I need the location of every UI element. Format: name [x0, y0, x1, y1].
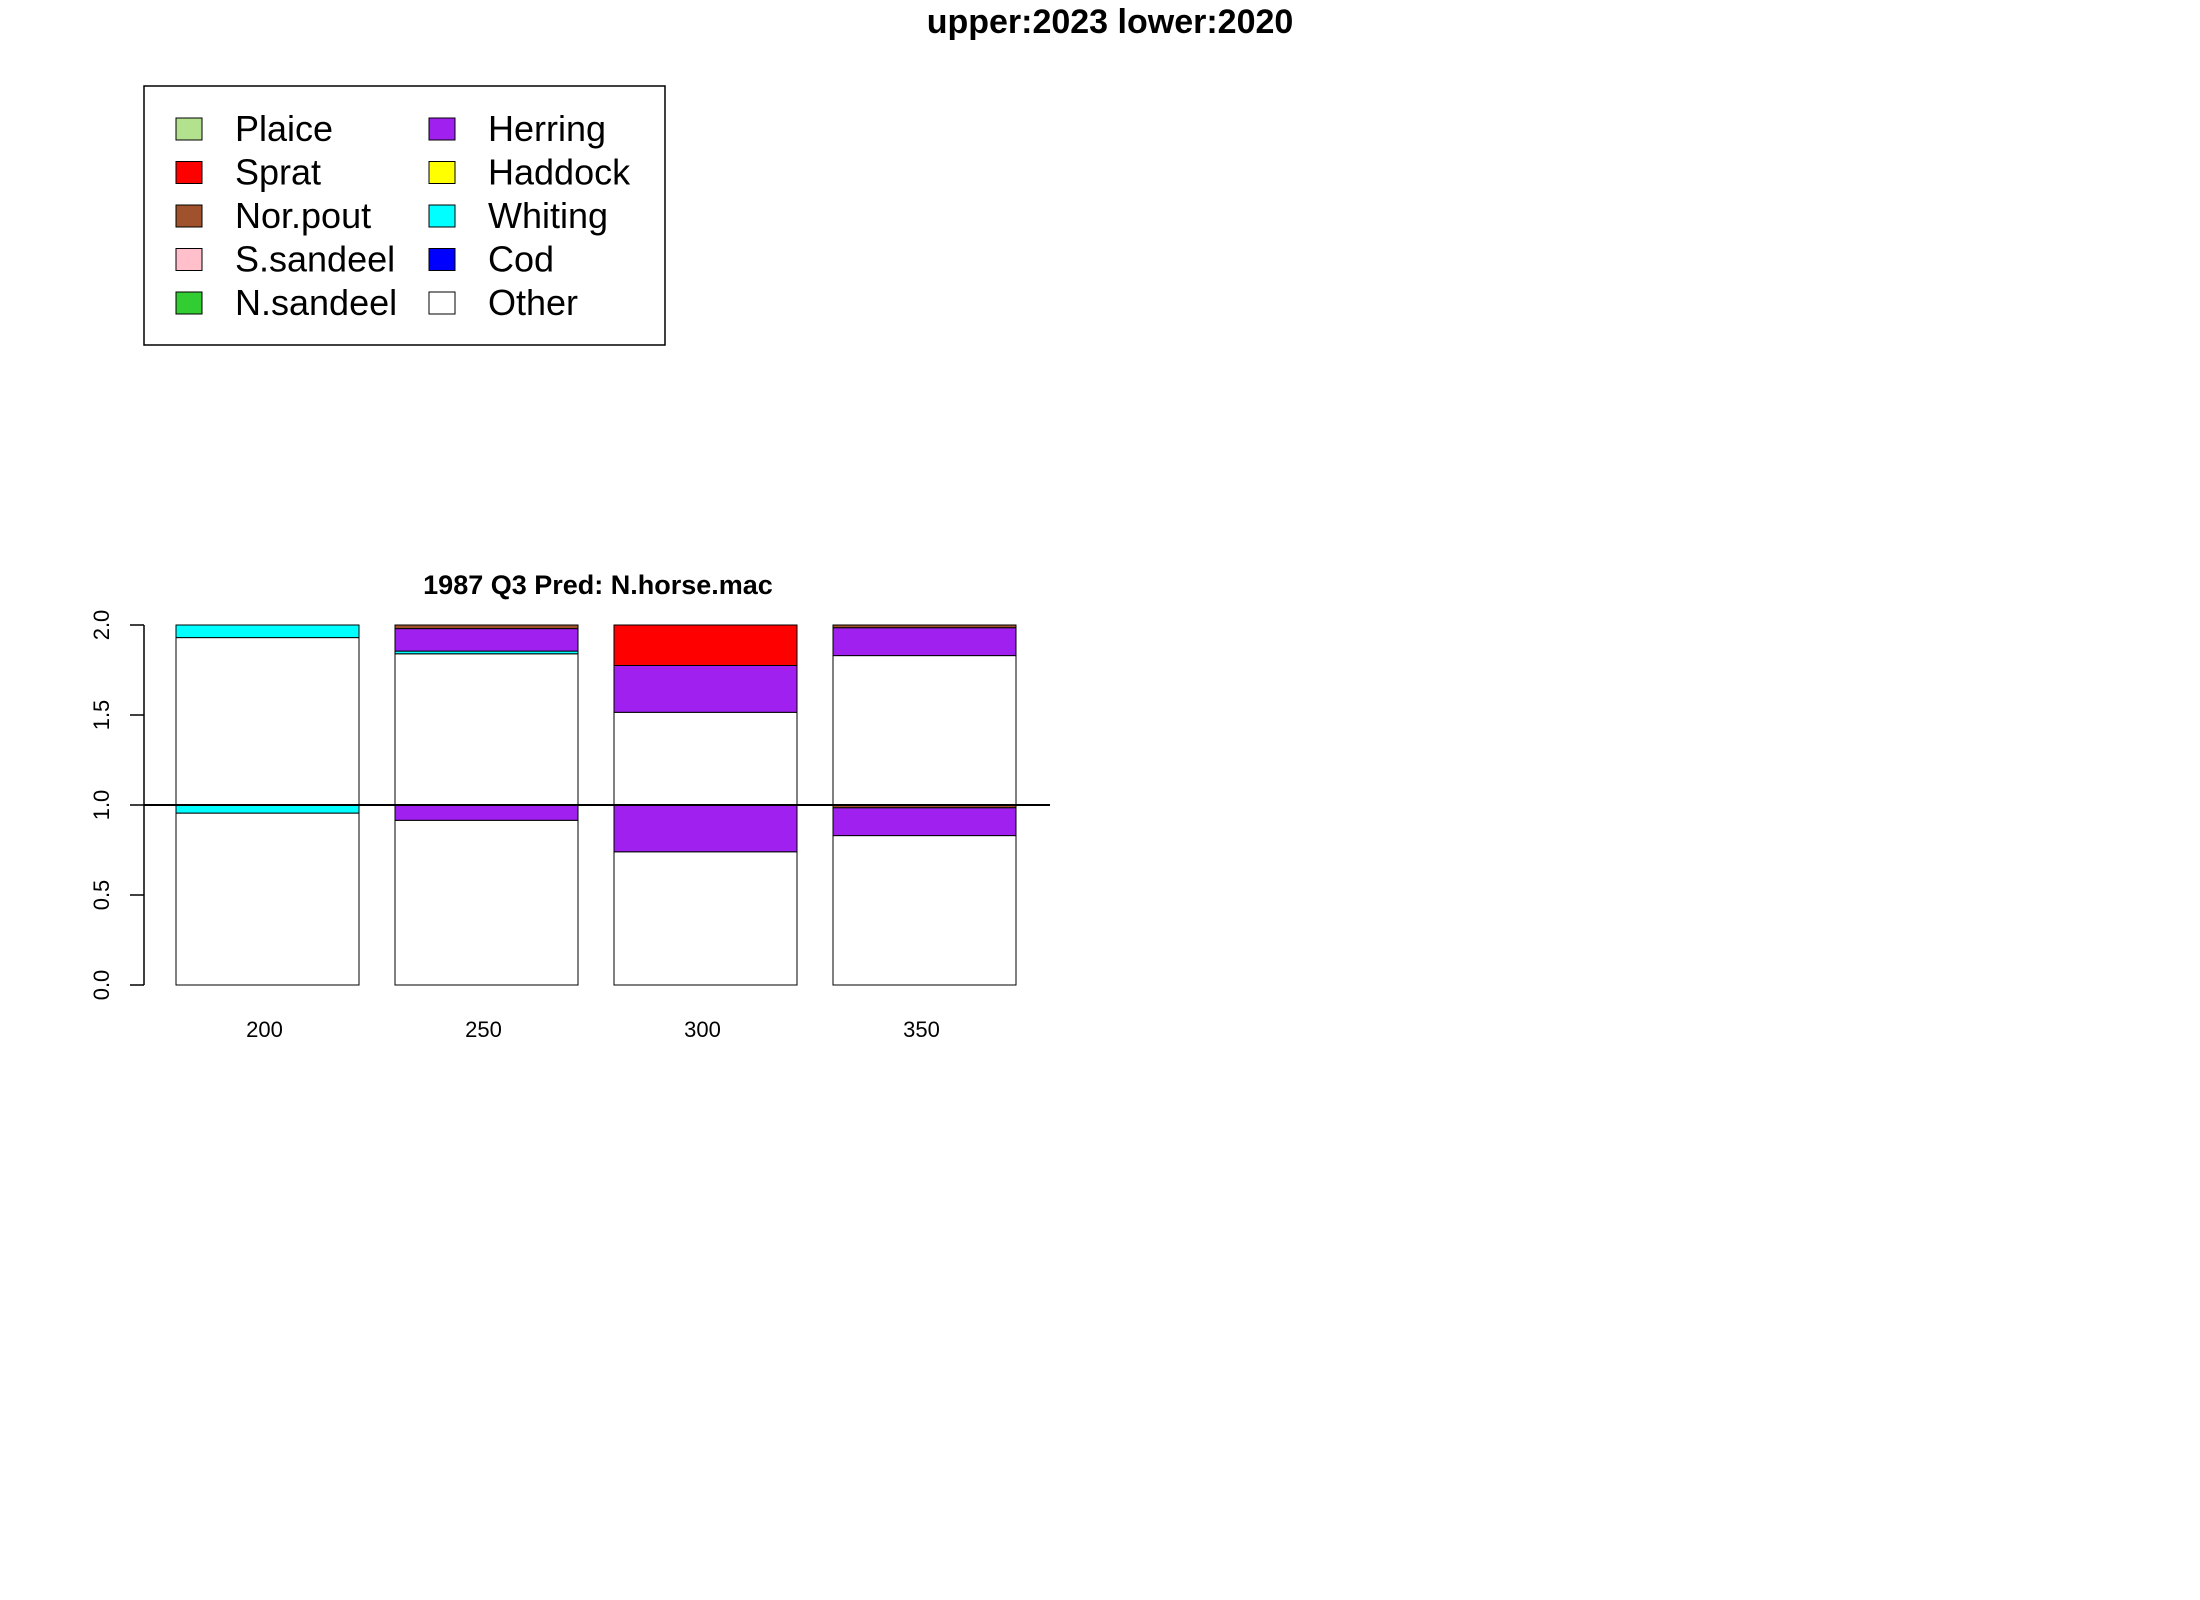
legend-label: Whiting	[488, 195, 608, 236]
legend-item-plaice: Plaice	[175, 108, 333, 149]
legend-swatch	[428, 161, 456, 184]
bar-segment-upper-250-herring	[394, 628, 579, 652]
legend-item-sprat: Sprat	[175, 152, 321, 193]
bars	[175, 624, 1017, 986]
legend-swatch	[175, 161, 203, 184]
bar-segment-upper-350-nor-pout	[832, 624, 1017, 629]
bar-segment-upper-200-other	[175, 637, 360, 806]
legend-label: Cod	[488, 239, 554, 280]
bar-segment-lower-250-other	[394, 819, 579, 986]
legend-label: Plaice	[235, 108, 333, 149]
x-tick-label: 300	[684, 1017, 721, 1042]
legend-item-haddock: Haddock	[428, 152, 631, 193]
y-tick-label: 0.0	[89, 970, 114, 1001]
legend-item-whiting: Whiting	[428, 195, 608, 236]
x-tick-label: 200	[246, 1017, 283, 1042]
bar-segment-lower-250-herring	[394, 804, 579, 821]
y-tick-label: 1.0	[89, 790, 114, 821]
legend-item-cod: Cod	[428, 239, 554, 280]
y-tick-label: 0.5	[89, 880, 114, 911]
chart: 1987 Q3 Pred: N.horse.mac 0.0 0.5 1.0 1.5 2.…	[89, 570, 1050, 1042]
bar-segment-lower-200-other	[175, 812, 360, 986]
legend-item-s-sandeel: S.sandeel	[175, 239, 395, 280]
bar-segment-lower-300-herring	[613, 804, 798, 853]
x-tick-label: 250	[465, 1017, 502, 1042]
legend-swatch	[428, 291, 456, 315]
legend-box	[143, 85, 666, 346]
y-tick-label: 2.0	[89, 610, 114, 641]
legend-item-nor-pout: Nor.pout	[175, 195, 371, 236]
legend-swatch	[428, 204, 456, 228]
bar-segment-upper-250-nor-pout	[394, 624, 579, 630]
y-tick-label: 1.5	[89, 700, 114, 731]
x-tick-label: 350	[903, 1017, 940, 1042]
bar-segment-upper-350-other	[832, 655, 1017, 806]
legend-label: Nor.pout	[235, 195, 371, 236]
y-axis: 0.0 0.5 1.0 1.5 2.0	[89, 610, 145, 1001]
legend-label: Other	[488, 282, 578, 323]
bar-segment-upper-350-herring	[832, 627, 1017, 657]
legend-label: Haddock	[488, 152, 631, 193]
legend-swatch	[428, 117, 456, 141]
bar-segment-upper-200-whiting	[175, 624, 360, 639]
legend-label: S.sandeel	[235, 239, 395, 280]
legend-label: Herring	[488, 108, 606, 149]
bar-segment-lower-200-whiting	[175, 804, 360, 814]
legend-label: N.sandeel	[235, 282, 397, 323]
bar-segment-lower-350-herring	[832, 807, 1017, 837]
bar-segment-upper-300-sprat	[613, 624, 798, 666]
legend-item-n-sandeel: N.sandeel	[175, 282, 397, 323]
legend-item-herring: Herring	[428, 108, 606, 149]
bar-segment-lower-350-other	[832, 835, 1017, 986]
legend-label: Sprat	[235, 152, 321, 193]
legend-swatch	[175, 248, 203, 271]
page-title: upper:2023 lower:2020	[927, 3, 1294, 41]
legend-item-other: Other	[428, 282, 578, 323]
x-axis-labels: 200 250 300 350	[246, 1017, 940, 1042]
legend-swatch	[175, 291, 203, 315]
legend-swatch	[428, 248, 456, 271]
legend-swatch	[175, 117, 203, 141]
bar-segment-lower-300-other	[613, 851, 798, 986]
chart-title: 1987 Q3 Pred: N.horse.mac	[423, 570, 773, 600]
legend-swatch	[175, 204, 203, 228]
bar-segment-upper-250-other	[394, 653, 579, 806]
bar-segment-upper-300-other	[613, 711, 798, 806]
bar-segment-upper-300-herring	[613, 665, 798, 713]
